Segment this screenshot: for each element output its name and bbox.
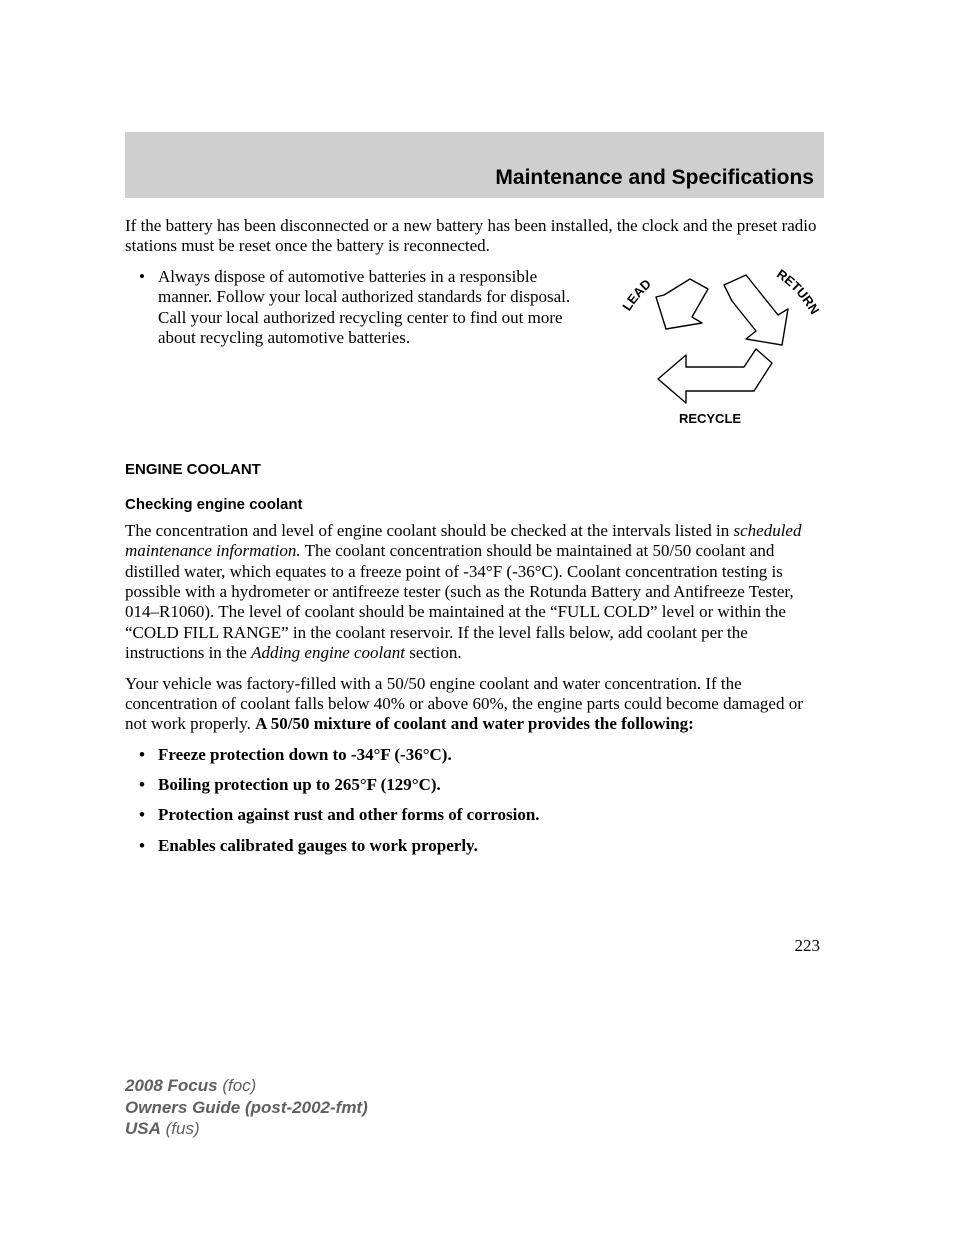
p1-a: The concentration and level of engine co…: [125, 521, 733, 540]
footer-region: USA: [125, 1119, 161, 1138]
document-page: Maintenance and Specifications If the ba…: [0, 0, 954, 1235]
section-heading-engine-coolant: ENGINE COOLANT: [125, 461, 824, 478]
footer-block: 2008 Focus (foc) Owners Guide (post-2002…: [125, 1075, 368, 1139]
benefit-item: Freeze protection down to -34°F (-36°C).: [143, 745, 824, 765]
coolant-paragraph-2: Your vehicle was factory-filled with a 5…: [125, 674, 824, 735]
footer-model: 2008 Focus: [125, 1076, 218, 1095]
benefit-item: Protection against rust and other forms …: [143, 805, 824, 825]
p2-bold: A 50/50 mixture of coolant and water pro…: [255, 714, 694, 733]
recycle-label: RECYCLE: [679, 411, 741, 426]
benefit-item: Boiling protection up to 265°F (129°C).: [143, 775, 824, 795]
lead-label: LEAD: [619, 276, 654, 313]
return-label: RETURN: [774, 267, 822, 317]
recycle-diagram-container: LEAD RETURN RECYCLE: [596, 267, 824, 435]
footer-region-code: (fus): [161, 1119, 200, 1138]
intro-paragraph: If the battery has been disconnected or …: [125, 216, 824, 257]
page-number: 223: [125, 936, 824, 956]
dispose-bullet: Always dispose of automotive batteries i…: [143, 267, 582, 349]
subheading-checking-coolant: Checking engine coolant: [125, 496, 824, 513]
page-title: Maintenance and Specifications: [495, 166, 814, 190]
svg-text:LEAD: LEAD: [619, 276, 654, 313]
coolant-paragraph-1: The concentration and level of engine co…: [125, 521, 824, 664]
svg-text:RETURN: RETURN: [774, 267, 822, 317]
benefits-list: Freeze protection down to -34°F (-36°C).…: [125, 745, 824, 857]
footer-model-code: (foc): [218, 1076, 257, 1095]
p1-c: section.: [405, 643, 462, 662]
recycle-icon: LEAD RETURN RECYCLE: [596, 267, 824, 435]
battery-recycle-row: Always dispose of automotive batteries i…: [125, 267, 824, 435]
footer-guide: Owners Guide (post-2002-fmt): [125, 1098, 368, 1117]
benefit-item: Enables calibrated gauges to work proper…: [143, 836, 824, 856]
p1-it2: Adding engine coolant: [251, 643, 405, 662]
header-band: Maintenance and Specifications: [125, 132, 824, 198]
